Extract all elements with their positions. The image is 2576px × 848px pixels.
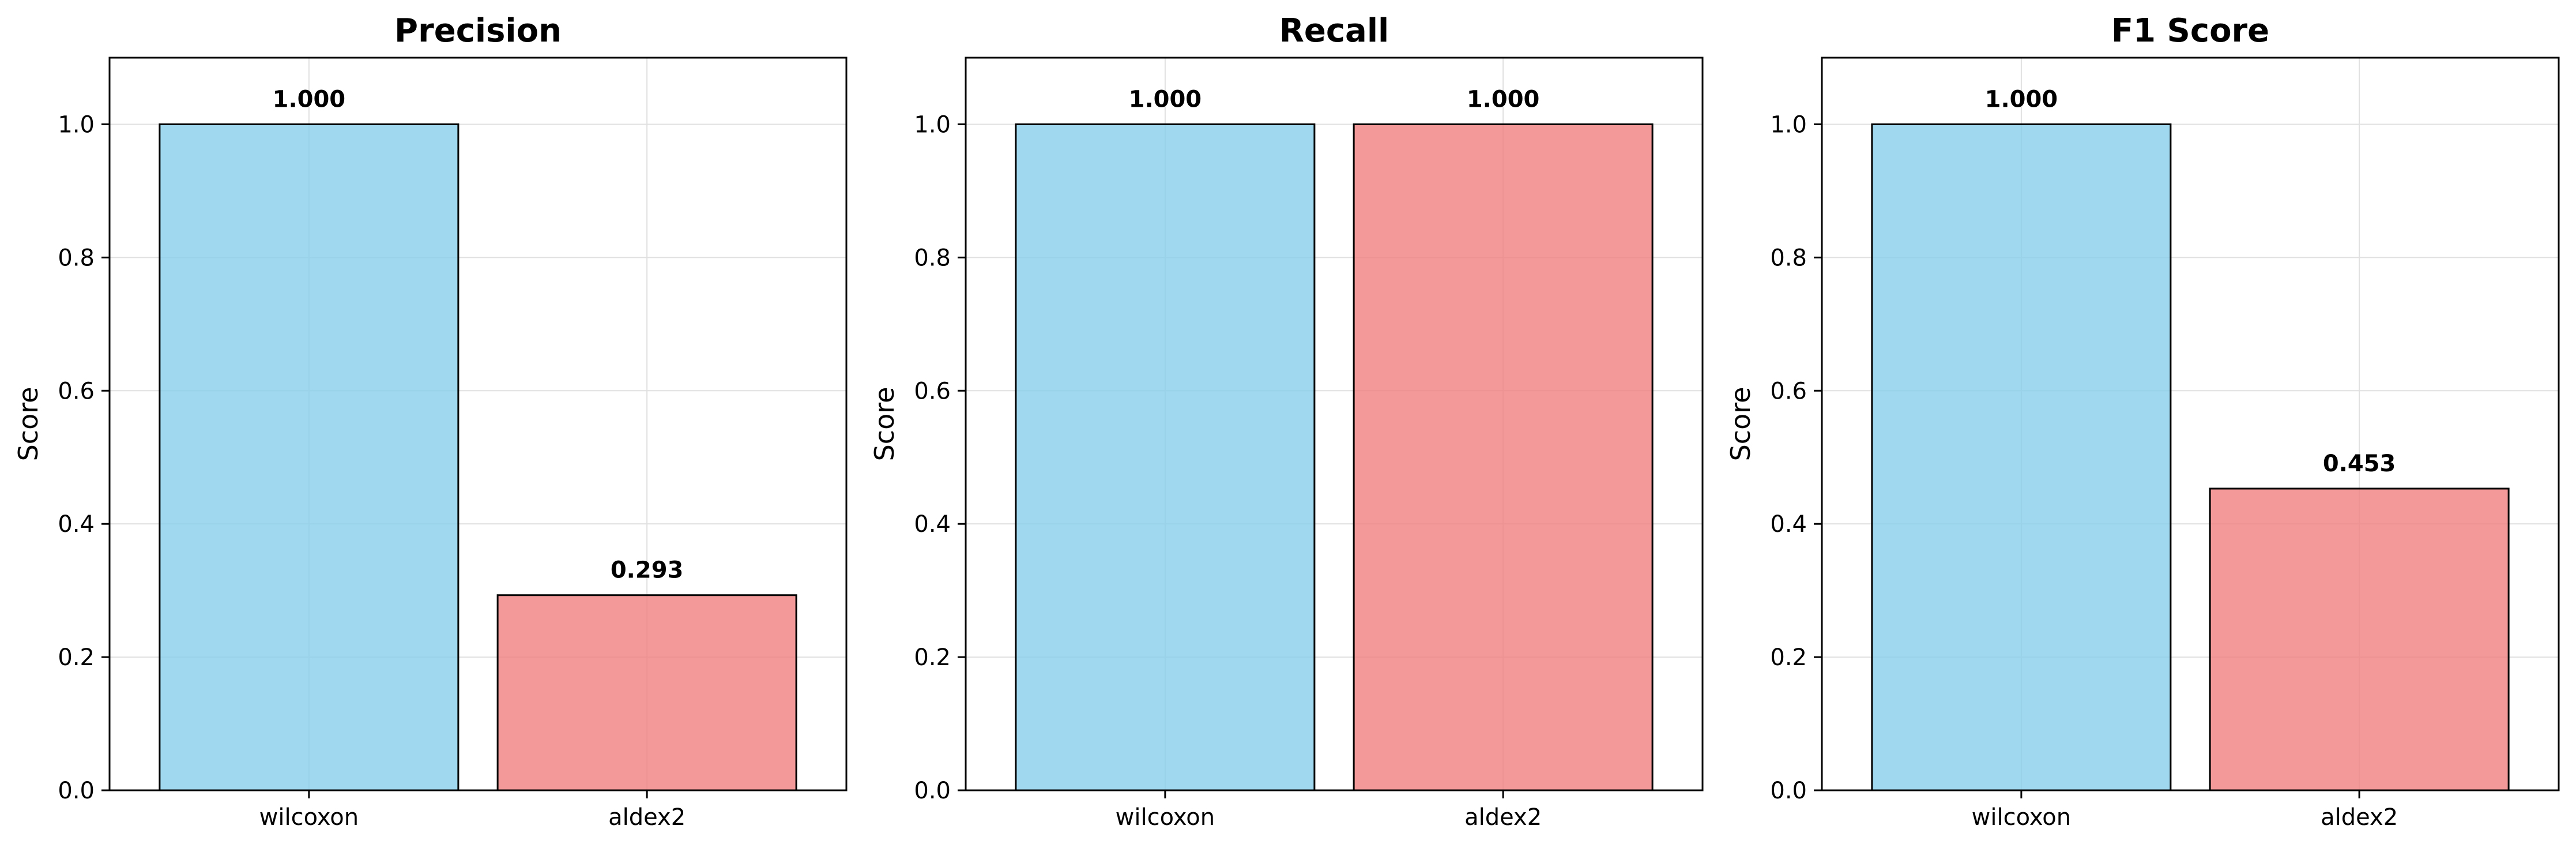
chart-panel-2: 1.000 0.453 0.0 0.2 0.4 0.6 0.8 1.0 wilcoxon alde… [1725,12,2560,831]
data-label: 1.000 [1129,86,1202,112]
x-tick-label: aldex2 [2321,804,2398,831]
x-tick-label: wilcoxon [1972,804,2071,831]
y-axis-label: Score [869,387,900,461]
axes-frame [1821,57,2560,791]
y-tick-label: 0.4 [914,511,951,538]
y-tick-label: 1.0 [58,111,95,138]
bar-aldex2 [496,594,797,791]
y-tick-label: 0.2 [58,644,95,671]
y-tick-label: 1.0 [914,111,951,138]
bar-wilcoxon [1871,123,2172,791]
bar-wilcoxon [1015,123,1316,791]
y-tick-label: 0.0 [1770,778,1807,804]
panel-title: Precision [394,12,562,50]
data-label: 0.293 [611,557,684,584]
y-tick-label: 0.8 [1770,245,1807,271]
bar-wilcoxon [159,123,460,791]
y-tick-label: 0.0 [58,778,95,804]
data-label: 1.000 [1467,86,1540,112]
y-tick-label: 0.8 [914,245,951,271]
panel-title: F1 Score [2111,12,2269,50]
y-tick-label: 0.0 [914,778,951,804]
data-label: 1.000 [273,86,346,112]
x-tick-label: wilcoxon [259,804,359,831]
y-tick-label: 0.8 [58,245,95,271]
y-axis-label: Score [13,387,44,461]
panel-title: Recall [1279,12,1389,50]
axes-frame [965,57,1704,791]
x-tick-label: aldex2 [608,804,686,831]
y-tick-label: 0.2 [914,644,951,671]
chart-panel-0: 1.000 0.293 0.0 0.2 0.4 0.6 0.8 1.0 wilcoxon alde… [13,12,848,831]
y-tick-label: 0.6 [1770,378,1807,404]
y-tick-label: 0.6 [914,378,951,404]
axes-frame [108,57,848,791]
data-label: 0.453 [2323,451,2396,477]
chart-panel-1: 1.000 1.000 0.0 0.2 0.4 0.6 0.8 1.0 wilcoxon alde… [869,12,1704,831]
x-tick-label: wilcoxon [1116,804,1215,831]
data-label: 1.000 [1985,86,2058,112]
x-tick-label: aldex2 [1464,804,1542,831]
bar-aldex2 [1353,123,1654,791]
y-axis-label: Score [1725,387,1756,461]
y-tick-label: 0.4 [1770,511,1807,538]
bar-aldex2 [2209,487,2510,791]
y-tick-label: 1.0 [1770,111,1807,138]
y-tick-label: 0.4 [58,511,95,538]
y-tick-label: 0.6 [58,378,95,404]
y-tick-label: 0.2 [1770,644,1807,671]
